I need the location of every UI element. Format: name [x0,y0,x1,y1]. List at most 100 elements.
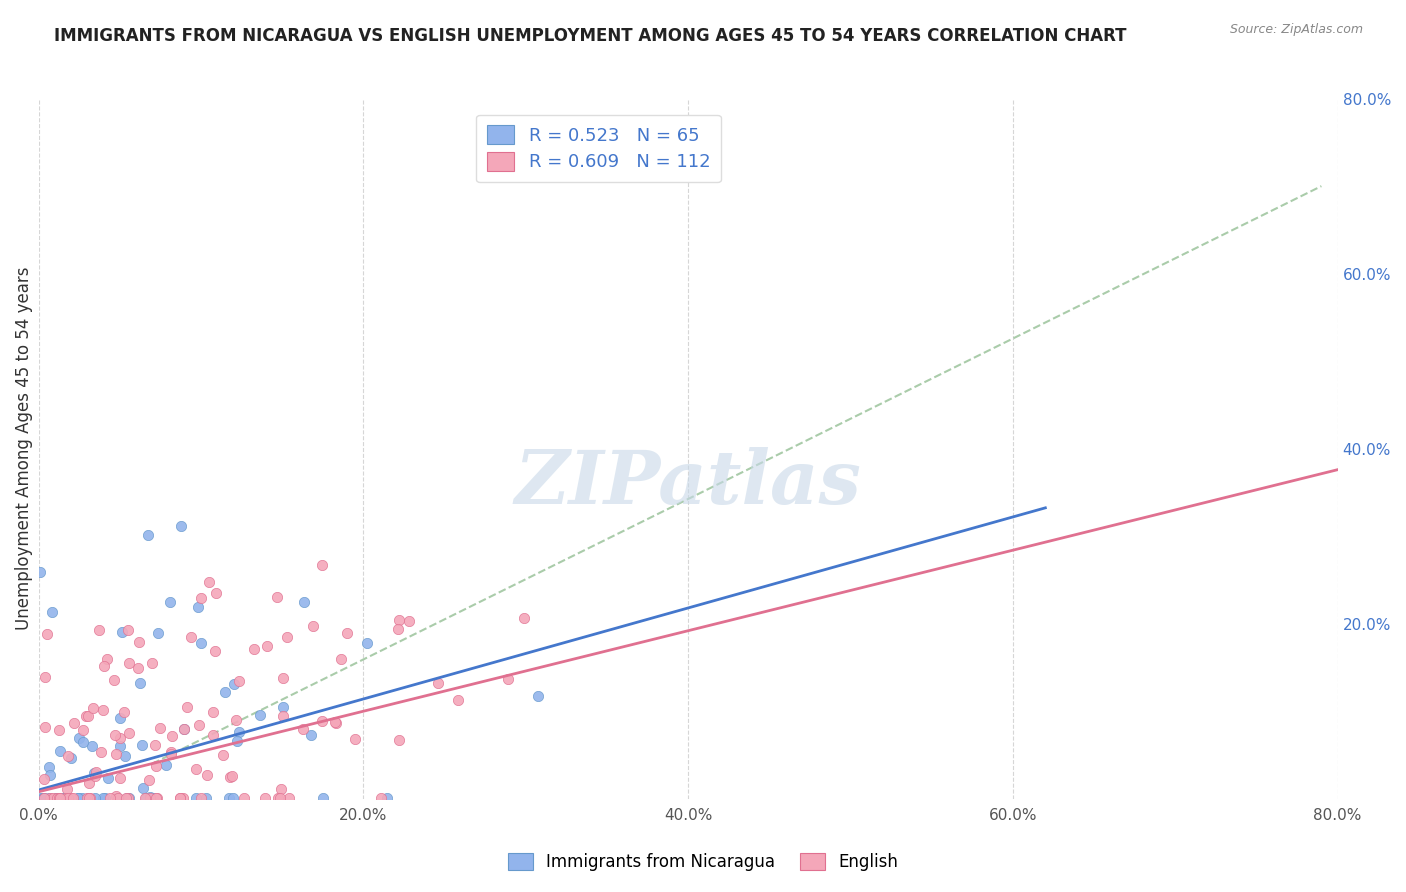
Point [97,771,120,785]
Point [160,747,183,761]
Point [104,789,127,803]
Point [93,703,115,717]
Point [46,790,69,805]
Point [214,685,236,699]
Point [93,659,115,673]
Point [117,726,139,740]
Point [169,790,191,805]
Point [87,623,110,637]
Point [66,790,89,805]
Point [107,790,129,805]
Point [52,790,75,805]
Point [253,790,276,805]
Point [79,776,101,790]
Point [205,586,228,600]
Point [56,748,79,763]
Point [269,790,291,805]
Point [108,739,131,753]
Point [224,677,246,691]
Point [114,748,136,763]
Point [142,790,165,805]
Legend: Immigrants from Nicaragua, English: Immigrants from Nicaragua, English [499,845,907,880]
Point [388,614,411,628]
Point [256,639,278,653]
Point [34,670,56,684]
Text: Source: ZipAtlas.com: Source: ZipAtlas.com [1230,23,1364,36]
Point [173,722,195,736]
Point [42,790,65,805]
Text: ZIPatlas: ZIPatlas [515,448,862,520]
Point [80,739,103,753]
Point [190,636,212,650]
Point [292,595,315,609]
Point [84,765,107,780]
Point [139,790,162,805]
Point [108,771,131,785]
Point [117,790,139,805]
Point [187,718,209,732]
Point [145,790,167,805]
Point [105,747,128,761]
Point [513,611,536,625]
Point [159,595,181,609]
Point [135,790,157,805]
Point [127,661,149,675]
Point [169,790,191,805]
Point [72,790,94,805]
Point [103,673,125,688]
Legend: R = 0.523   N = 65, R = 0.609   N = 112: R = 0.523 N = 65, R = 0.609 N = 112 [477,115,721,182]
Point [356,636,378,650]
Point [271,709,294,723]
Point [162,729,184,743]
Point [110,710,132,724]
Point [270,781,292,796]
Point [48,723,70,738]
Point [32,790,55,805]
Point [180,630,202,644]
Point [276,630,298,644]
Point [228,725,250,739]
Point [228,674,250,689]
Point [190,790,212,805]
Point [48,790,70,805]
Point [299,729,322,743]
Point [176,699,198,714]
Point [311,558,333,573]
Point [94,790,117,805]
Point [221,769,243,783]
Point [218,770,240,784]
Point [38,790,60,805]
Point [249,707,271,722]
Point [59,790,82,805]
Point [83,769,105,783]
Point [173,722,195,736]
Point [38,790,60,805]
Point [187,599,209,614]
Point [35,626,58,640]
Point [325,716,347,731]
Point [145,759,167,773]
Point [202,706,225,720]
Point [311,714,333,728]
Point [52,790,75,805]
Point [38,767,60,781]
Point [34,790,56,805]
Point [233,790,256,805]
Point [201,728,224,742]
Point [129,676,152,690]
Point [195,790,218,805]
Point [56,781,79,796]
Point [105,790,128,805]
Point [30,790,52,805]
Point [143,738,166,752]
Point [278,790,301,805]
Point [118,790,141,805]
Y-axis label: Unemployment Among Ages 45 to 54 years: Unemployment Among Ages 45 to 54 years [15,267,32,631]
Point [56,790,79,805]
Text: IMMIGRANTS FROM NICARAGUA VS ENGLISH UNEMPLOYMENT AMONG AGES 45 TO 54 YEARS CORR: IMMIGRANTS FROM NICARAGUA VS ENGLISH UNE… [55,27,1126,45]
Point [83,766,105,780]
Point [323,714,346,729]
Point [90,745,112,759]
Point [62,716,84,731]
Point [30,566,52,580]
